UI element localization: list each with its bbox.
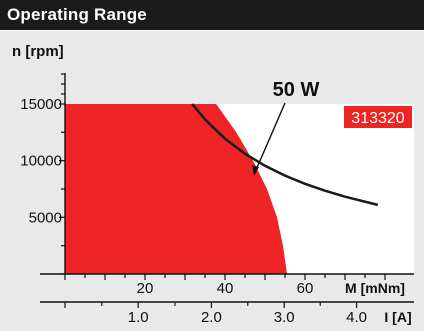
y-tick-label: 5000 [29, 209, 62, 226]
x2-axis-label: I [A] [384, 309, 411, 325]
y-tick-label: 10000 [20, 153, 62, 170]
model-badge-bg [344, 106, 412, 128]
x2-tick-label: 4.0 [346, 309, 367, 326]
power-curve-label: 50 W [273, 79, 320, 101]
y-axis-label: n [rpm] [12, 43, 64, 60]
model-number: 313320 [351, 110, 404, 127]
x2-tick-label: 2.0 [201, 309, 222, 326]
x-tick-label: 40 [217, 280, 234, 297]
figure-header: Operating Range [0, 0, 424, 30]
power-curve-50w [191, 103, 379, 207]
figure-title: Operating Range [7, 5, 147, 24]
x2-tick-label: 3.0 [274, 309, 295, 326]
x-axis-label: M [mNm] [345, 280, 405, 296]
y-tick-label: 15000 [20, 96, 62, 113]
model-badge: 313320 [344, 106, 412, 128]
x2-tick-label: 1.0 [128, 309, 149, 326]
x-tick-label: 20 [137, 280, 154, 297]
annotation-arrow-line [255, 102, 286, 171]
x-tick-label: 60 [297, 280, 314, 297]
operating-range-region [65, 104, 287, 274]
annotation-arrowhead [252, 165, 259, 176]
